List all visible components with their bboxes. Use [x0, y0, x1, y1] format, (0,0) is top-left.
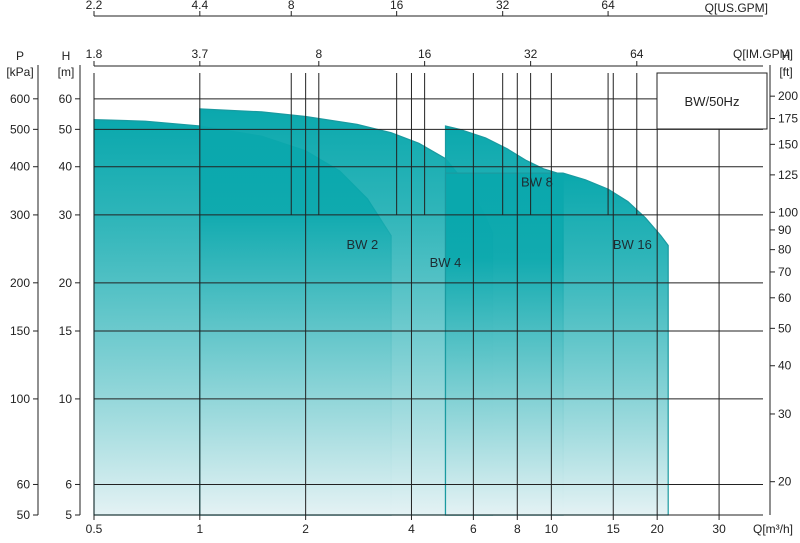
- head-m-tick-label: 40: [59, 160, 73, 174]
- pressure-tick-label: 100: [10, 392, 30, 406]
- pressure-axis-title: P: [16, 49, 24, 63]
- head-m-tick-label: 30: [59, 208, 73, 222]
- x-tick-label: 2: [302, 522, 309, 536]
- x-tick-label: 6: [470, 522, 477, 536]
- x-tick-label: 0.5: [86, 522, 103, 536]
- legend: BW/50Hz: [656, 72, 768, 130]
- im-gpm-tick-label: 1.8: [86, 47, 103, 61]
- head-ft-tick-label: 40: [778, 359, 792, 373]
- axes: 0.5 1 2 4 6 8 10 15 20 30 Q[m³/h] 2.2 4.4 8 16 32 64 Q[US…: [6, 0, 798, 536]
- us-gpm-tick-label: 32: [496, 0, 510, 12]
- legend-label: BW/50Hz: [685, 94, 740, 109]
- x-tick-label: 10: [545, 522, 559, 536]
- us-gpm-tick-label: 64: [601, 0, 615, 12]
- head-m-axis-unit: [m]: [58, 65, 75, 79]
- series-label-bw-16: BW 16: [613, 237, 652, 252]
- series-label-bw-4: BW 4: [430, 255, 462, 270]
- x-tick-label: 4: [408, 522, 415, 536]
- grid-lines: [93, 73, 763, 516]
- head-ft-tick-label: 100: [778, 205, 798, 219]
- im-gpm-tick-label: 64: [630, 47, 644, 61]
- head-ft-tick-label: 150: [778, 137, 798, 151]
- series-label-bw-2: BW 2: [346, 237, 378, 252]
- im-gpm-tick-label: 16: [418, 47, 432, 61]
- head-ft-tick-label: 125: [778, 168, 798, 182]
- head-ft-tick-label: 70: [778, 265, 792, 279]
- x-axis-title: Q[m³/h]: [753, 522, 793, 536]
- x-tick-label: 20: [650, 522, 664, 536]
- x-tick-label: 30: [712, 522, 726, 536]
- series-label-bw-8: BW 8: [521, 175, 553, 190]
- pressure-tick-label: 500: [10, 122, 30, 136]
- us-gpm-tick-label: 2.2: [86, 0, 103, 12]
- legend-box: [656, 72, 768, 130]
- pressure-tick-label: 400: [10, 160, 30, 174]
- head-m-tick-label: 6: [65, 477, 72, 491]
- head-ft-axis-title: H: [782, 49, 791, 63]
- head-m-tick-label: 50: [59, 122, 73, 136]
- chart-labels: BW 2 BW 4 BW 8 BW 16: [346, 175, 651, 270]
- x-tick-label: 1: [196, 522, 203, 536]
- head-ft-tick-label: 50: [778, 321, 792, 335]
- im-gpm-tick-label: 8: [315, 47, 322, 61]
- im-gpm-axis-title: Q[IM.GPM]: [733, 47, 793, 61]
- head-m-tick-label: 15: [59, 324, 73, 338]
- head-ft-tick-label: 20: [778, 475, 792, 489]
- pressure-axis-unit: [kPa]: [6, 65, 33, 79]
- x-tick-label: 8: [514, 522, 521, 536]
- pressure-tick-label: 50: [17, 508, 31, 522]
- head-ft-tick-label: 80: [778, 243, 792, 257]
- im-gpm-tick-label: 3.7: [191, 47, 208, 61]
- pressure-tick-label: 200: [10, 276, 30, 290]
- im-gpm-tick-label: 32: [524, 47, 538, 61]
- pressure-tick-label: 150: [10, 324, 30, 338]
- head-m-tick-label: 10: [59, 392, 73, 406]
- head-ft-tick-label: 175: [778, 112, 798, 126]
- us-gpm-tick-label: 16: [390, 0, 404, 12]
- head-m-tick-label: 60: [59, 92, 73, 106]
- series-regions: [93, 108, 669, 516]
- head-m-axis-title: H: [62, 49, 71, 63]
- pressure-tick-label: 300: [10, 208, 30, 222]
- pressure-tick-label: 60: [17, 477, 31, 491]
- head-ft-tick-label: 90: [778, 223, 792, 237]
- head-ft-axis-unit: [ft]: [779, 65, 792, 79]
- pressure-tick-label: 600: [10, 92, 30, 106]
- head-ft-tick-label: 200: [778, 89, 798, 103]
- head-m-tick-label: 5: [65, 508, 72, 522]
- us-gpm-tick-label: 8: [288, 0, 295, 12]
- us-gpm-axis-title: Q[US.GPM]: [705, 1, 768, 15]
- us-gpm-tick-label: 4.4: [191, 0, 208, 12]
- head-ft-tick-label: 60: [778, 291, 792, 305]
- head-m-tick-label: 20: [59, 276, 73, 290]
- x-tick-label: 15: [607, 522, 621, 536]
- head-ft-tick-label: 30: [778, 407, 792, 421]
- series-region-bw-16: [444, 172, 669, 516]
